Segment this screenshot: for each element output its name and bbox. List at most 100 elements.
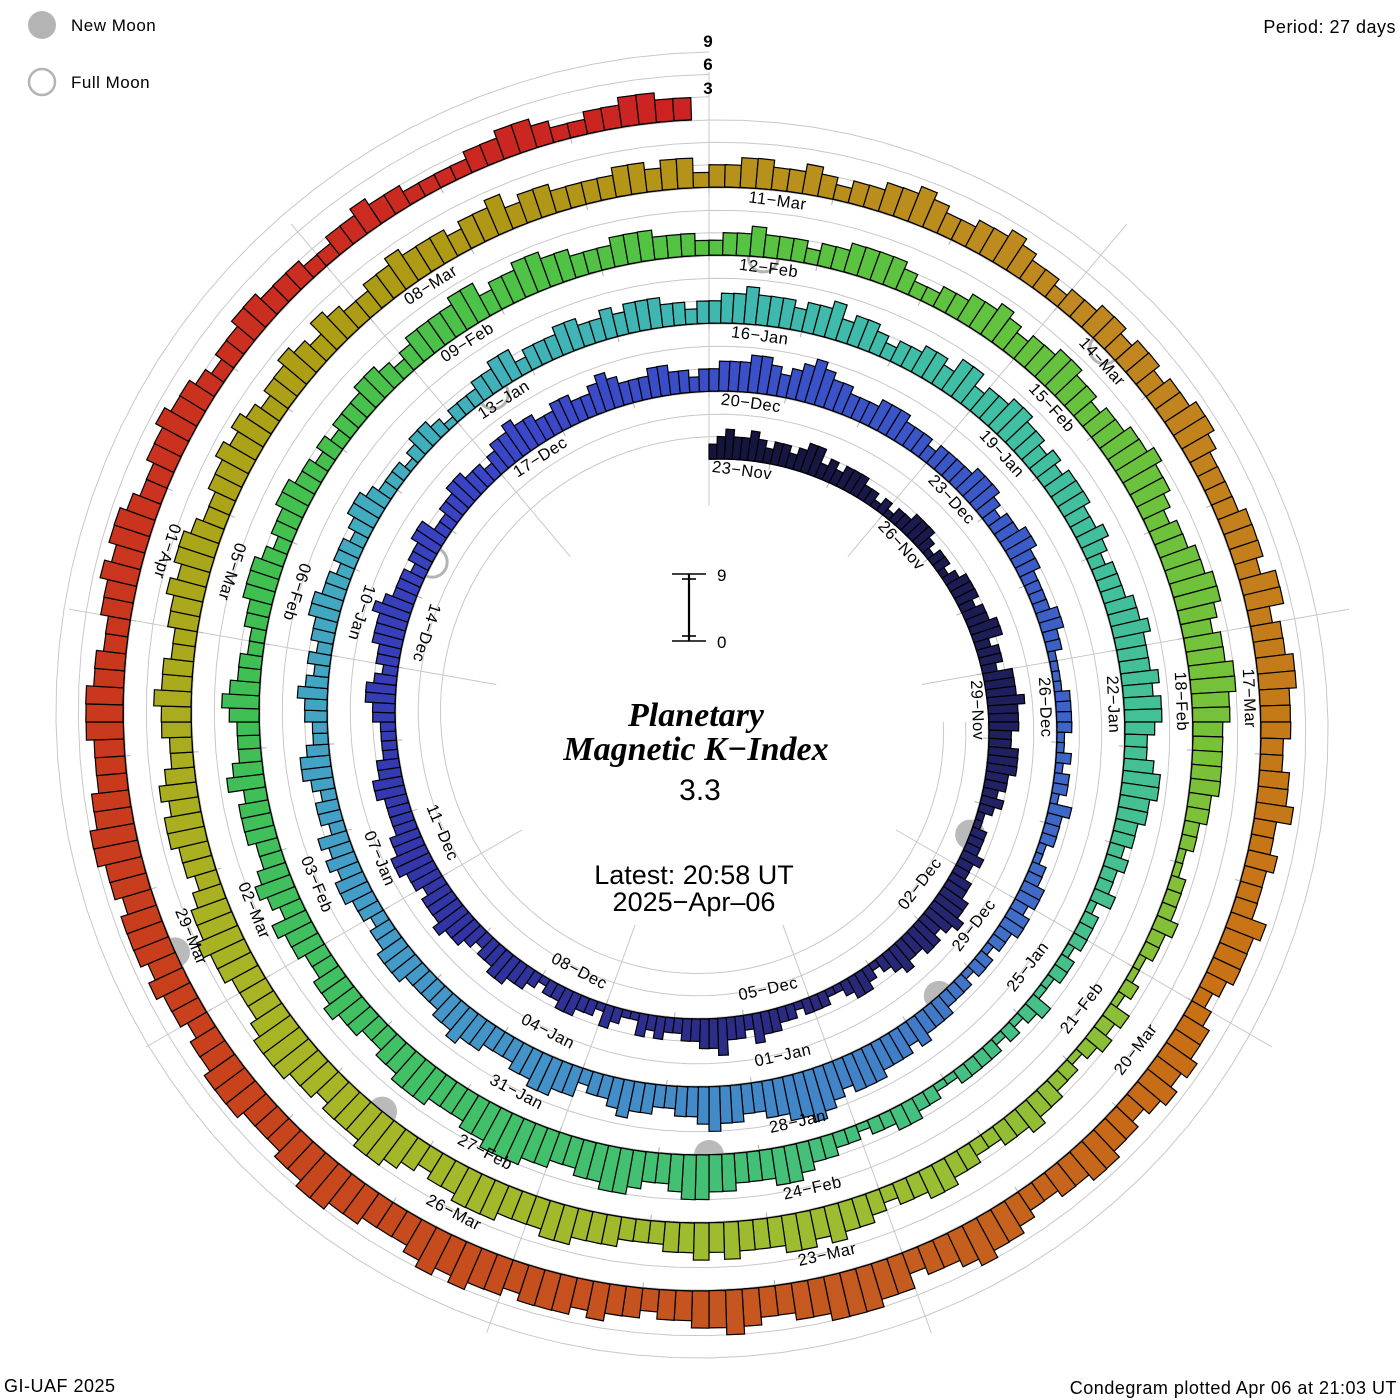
k-bar [1089, 887, 1117, 910]
k-bar [916, 1239, 946, 1276]
k-bar [163, 766, 197, 787]
k-bar [866, 1114, 886, 1135]
k-bar [1049, 659, 1060, 673]
k-bar [221, 693, 261, 710]
k-bar [168, 736, 194, 755]
k-bar [237, 799, 272, 820]
k-bar [723, 163, 743, 189]
new-moon-legend-label: New Moon [71, 16, 156, 35]
axis-tick-6: 6 [703, 55, 712, 74]
k-bar [673, 1085, 689, 1118]
k-bar [987, 712, 1020, 723]
k-bar [304, 674, 330, 690]
k-bar [334, 870, 368, 895]
k-bar [390, 843, 430, 870]
k-bar [471, 463, 496, 489]
k-bar [325, 850, 359, 874]
k-bar [789, 237, 810, 264]
k-bar [391, 461, 412, 482]
k-bar [113, 506, 156, 538]
k-bar [1016, 1002, 1038, 1024]
k-bar [161, 657, 195, 678]
k-bar [309, 311, 349, 351]
k-bar [377, 361, 405, 390]
k-bar [1063, 384, 1098, 417]
k-bar [476, 936, 501, 962]
k-bar [677, 369, 691, 394]
k-bar [585, 1070, 605, 1097]
k-bar [841, 1052, 868, 1093]
k-bar [749, 225, 768, 258]
k-bar [415, 520, 448, 547]
k-bar [992, 229, 1028, 271]
k-bar [310, 590, 345, 613]
k-bar [450, 1166, 483, 1209]
k-bar [690, 1290, 710, 1329]
k-bar [242, 293, 278, 329]
k-bar [979, 302, 1015, 343]
k-bar [365, 485, 392, 510]
k-bar [696, 1086, 710, 1125]
k-bar [634, 1012, 650, 1038]
k-bar [605, 375, 625, 409]
k-bar [1013, 430, 1046, 461]
k-bar [381, 592, 415, 615]
k-bar [177, 530, 220, 559]
k-bar [85, 721, 125, 741]
k-bar [452, 472, 483, 502]
k-bar [605, 1076, 625, 1110]
date-label: 29−Nov [967, 680, 988, 741]
k-bar [1260, 721, 1292, 740]
scale-min-label: 0 [717, 633, 726, 652]
k-bar [708, 239, 724, 256]
k-bar [154, 406, 198, 443]
k-bar [337, 537, 365, 560]
k-bar [905, 1014, 933, 1048]
k-bar [96, 772, 129, 794]
k-bar [90, 789, 132, 813]
k-bar [821, 458, 841, 484]
k-bar [194, 368, 225, 398]
k-bar [525, 1051, 554, 1092]
k-bar [597, 1003, 616, 1030]
k-bar [991, 317, 1023, 352]
k-bar [352, 491, 386, 520]
k-bar [1057, 490, 1091, 518]
k-bar [277, 347, 318, 386]
k-bar [733, 1151, 750, 1184]
k-bar [483, 193, 514, 236]
k-bar [846, 973, 867, 999]
k-bar [562, 317, 586, 352]
k-bar [380, 730, 397, 742]
k-bar [383, 248, 420, 291]
k-bar [372, 711, 396, 723]
k-bar [639, 1287, 660, 1313]
k-scale-key [672, 573, 706, 642]
k-bar [252, 1014, 300, 1055]
k-bar [979, 794, 1005, 811]
k-bar [1190, 691, 1231, 709]
k-bar [537, 1199, 566, 1242]
k-bar [85, 703, 124, 723]
grid-spoke [68, 608, 497, 685]
k-bar [975, 495, 1002, 520]
k-bar [1068, 1140, 1108, 1182]
k-bar [1184, 805, 1211, 826]
k-bar [311, 721, 329, 735]
k-bar [163, 810, 205, 835]
k-bar [921, 198, 951, 234]
k-bar [557, 394, 581, 428]
k-bar [777, 442, 793, 469]
k-bar [1258, 687, 1291, 707]
k-bar [446, 1240, 483, 1291]
k-bar [383, 184, 412, 215]
k-bar [781, 1073, 804, 1122]
k-bar [720, 1152, 737, 1193]
k-bar [93, 667, 126, 689]
k-bar [978, 652, 1004, 667]
k-bar [614, 1078, 636, 1119]
latest-time-label: Latest: 20:58 UT [594, 860, 794, 890]
k-bars-layer [85, 92, 1297, 1336]
k-bar [303, 697, 328, 712]
